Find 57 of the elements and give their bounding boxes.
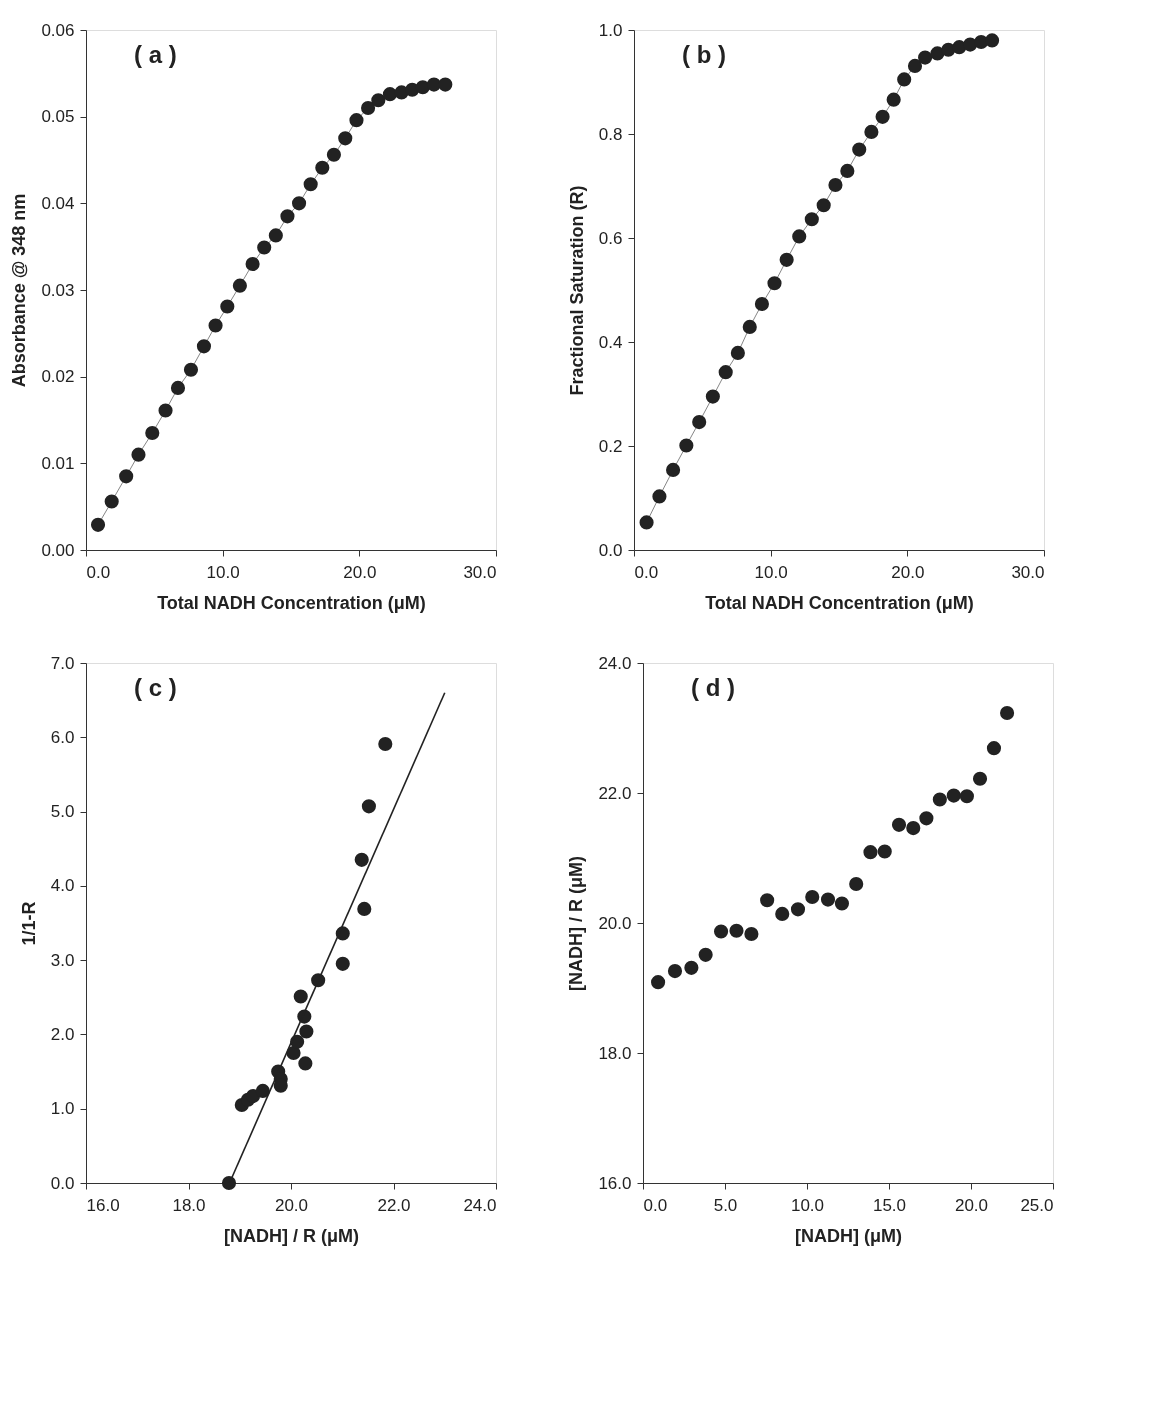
y-tick-label: 0.4: [598, 332, 623, 352]
y-axis-title: Absorbance @ 348 nm: [9, 193, 30, 388]
y-tick-label: 0.0: [598, 540, 623, 560]
annotation: ( c ): [134, 674, 177, 701]
x-tick-label: 0.0: [86, 562, 111, 582]
x-tick-label: 10.0: [754, 562, 788, 582]
x-tick-label: 22.0: [377, 1195, 411, 1215]
y-tick-label: 0.00: [41, 540, 75, 560]
annotation: ( a ): [134, 41, 177, 68]
y-tick-label: 0.2: [598, 436, 623, 456]
x-tick-label: 10.0: [790, 1195, 825, 1215]
x-tick-label: 20.0: [343, 562, 377, 582]
annotation: ( b ): [682, 41, 726, 68]
y-tick-label: 0.01: [41, 453, 75, 473]
x-tick-label: 30.0: [463, 562, 497, 582]
annotation: ( d ): [691, 674, 735, 701]
y-tick-label: 5.0: [50, 802, 75, 822]
y-tick-label: 0.06: [41, 20, 75, 40]
x-tick-label: 16.0: [86, 1195, 120, 1215]
y-tick-label: 0.6: [598, 228, 623, 248]
x-tick-label: 0.0: [643, 1195, 668, 1215]
x-tick-label: 18.0: [172, 1195, 206, 1215]
y-tick-label: 24.0: [598, 653, 632, 673]
y-tick-label: 18.0: [598, 1043, 632, 1063]
y-axis-title: 1/1-R: [18, 901, 39, 946]
x-tick-label: 25.0: [1020, 1195, 1054, 1215]
y-tick-label: 2.0: [50, 1024, 75, 1044]
x-axis-title: [NADH] / R (μM): [224, 1225, 359, 1246]
x-axis-title: Total NADH Concentration (μM): [157, 592, 426, 613]
y-axis-title: [NADH] / R (μM): [566, 856, 587, 991]
y-tick-label: 0.05: [41, 107, 75, 127]
x-axis-title: [NADH] (μM): [795, 1225, 902, 1246]
x-tick-label: 20.0: [891, 562, 925, 582]
y-tick-label: 1.0: [598, 20, 623, 40]
x-tick-label: 5.0: [713, 1195, 738, 1215]
x-tick-label: 10.0: [206, 562, 240, 582]
y-tick-label: 7.0: [50, 653, 75, 673]
x-tick-label: 20.0: [954, 1195, 989, 1215]
y-tick-label: 16.0: [598, 1173, 632, 1193]
y-tick-label: 6.0: [50, 727, 75, 747]
y-tick-label: 0.8: [598, 124, 623, 144]
y-tick-label: 0.03: [41, 280, 75, 300]
x-axis-title: Total NADH Concentration (μM): [705, 592, 974, 613]
x-tick-label: 0.0: [634, 562, 659, 582]
x-tick-label: 15.0: [872, 1195, 907, 1215]
y-axis-title: Fractional Saturation (R): [566, 185, 587, 396]
x-tick-label: 30.0: [1011, 562, 1045, 582]
y-tick-label: 0.04: [41, 193, 75, 213]
x-tick-label: 24.0: [463, 1195, 497, 1215]
y-tick-label: 0.0: [50, 1173, 75, 1193]
y-tick-label: 22.0: [598, 783, 632, 803]
y-tick-label: 20.0: [598, 913, 632, 933]
y-tick-label: 4.0: [50, 876, 75, 896]
y-tick-label: 0.02: [41, 367, 75, 387]
y-tick-label: 3.0: [50, 950, 75, 970]
x-tick-label: 20.0: [274, 1195, 309, 1215]
y-tick-label: 1.0: [50, 1099, 75, 1119]
